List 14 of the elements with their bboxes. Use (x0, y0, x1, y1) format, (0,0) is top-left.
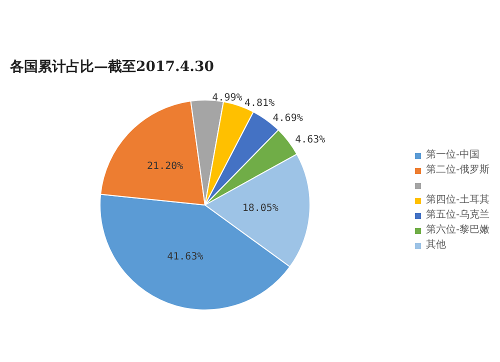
data-label: 4.63% (295, 134, 326, 146)
legend-label: 第四位-土耳其 (426, 194, 490, 206)
data-label: 4.81% (244, 98, 275, 110)
legend-label: 第六位-黎巴嫩 (426, 224, 490, 236)
data-label: 41.63% (167, 251, 204, 262)
legend-label: 第二位-俄罗斯 (426, 164, 490, 176)
data-label: 4.69% (272, 112, 303, 124)
data-label: 4.99% (212, 92, 242, 104)
legend-label: 第五位-乌克兰 (426, 208, 490, 220)
legend-label: 第一位-中国 (426, 148, 480, 160)
data-label: 21.20% (147, 160, 184, 172)
legend-label: 其他 (426, 238, 446, 250)
data-label: 18.05% (242, 202, 278, 214)
chart-title: 各国累计占比—截至2017.4.30 (9, 59, 214, 75)
